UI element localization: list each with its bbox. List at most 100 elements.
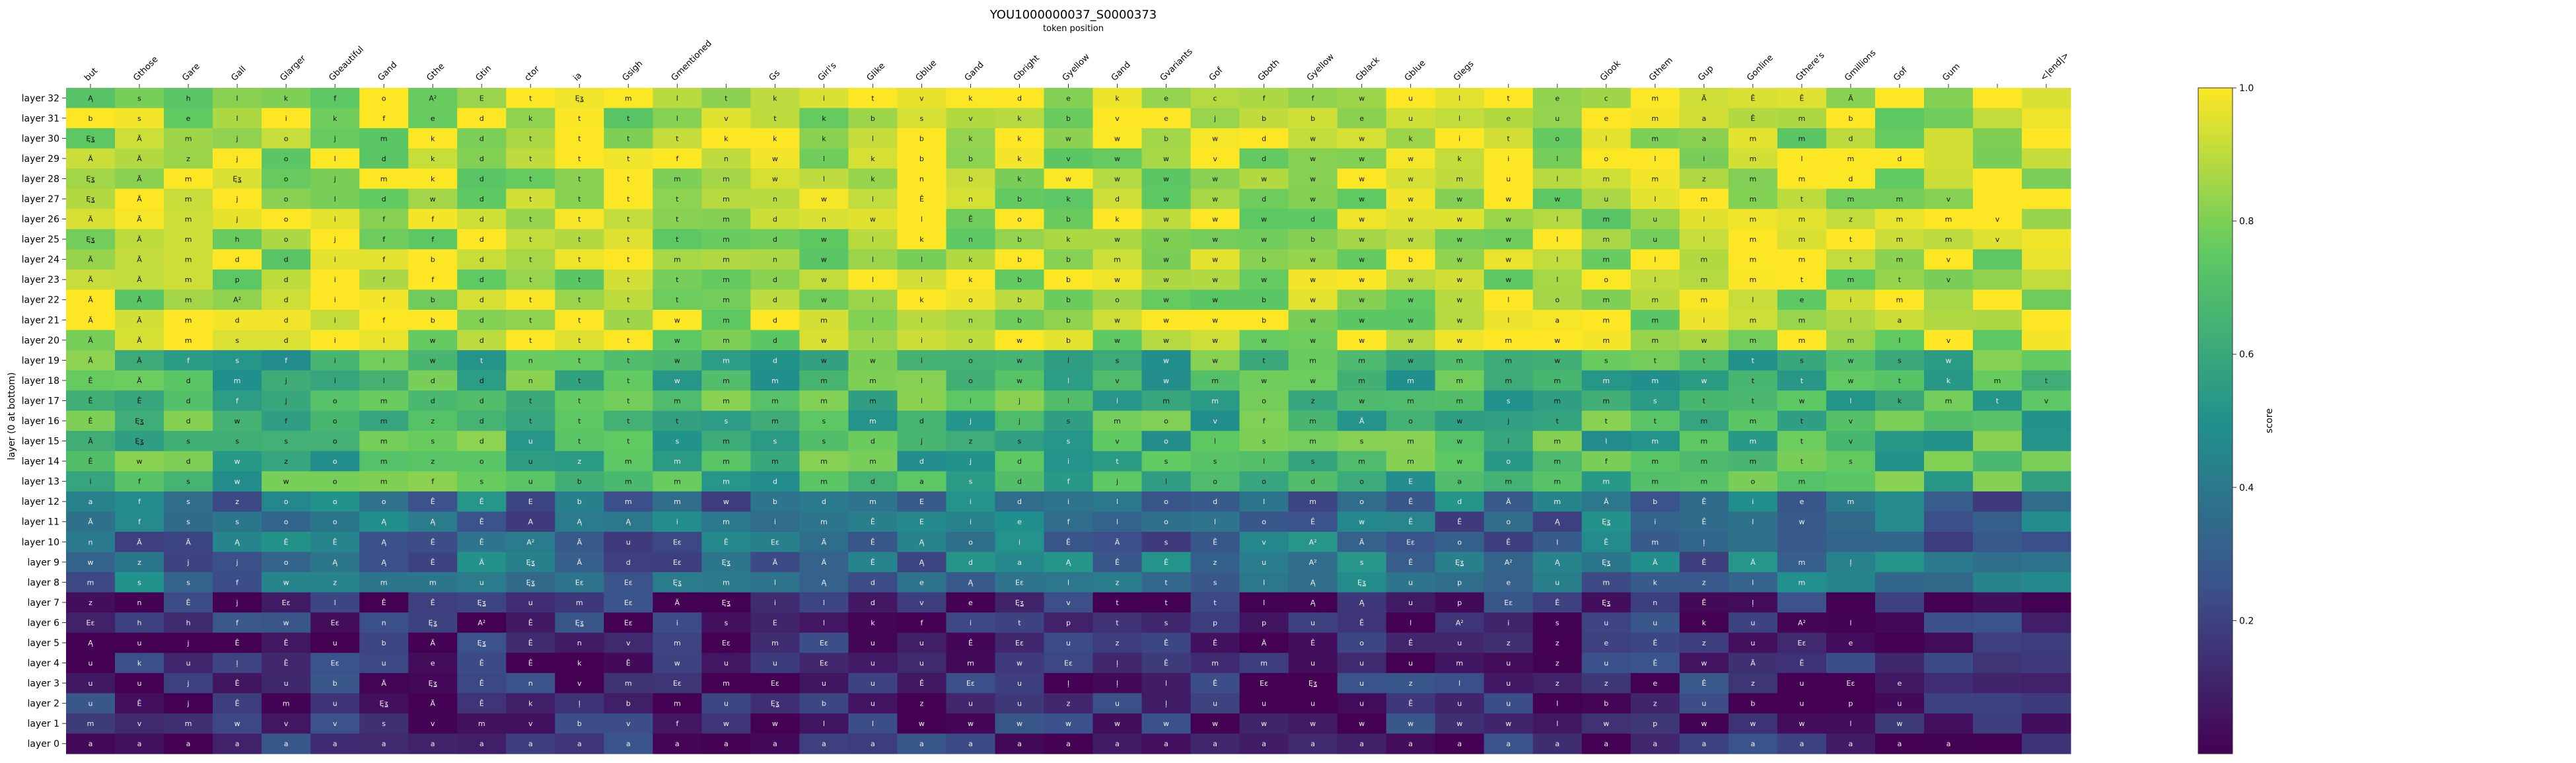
heatmap-cell bbox=[1581, 128, 1631, 149]
cell-token-label: d bbox=[919, 457, 924, 466]
heatmap-cell bbox=[115, 431, 164, 452]
cell-token-label: l bbox=[236, 94, 238, 102]
cell-token-label: d bbox=[186, 377, 191, 385]
heatmap-cell bbox=[1728, 370, 1778, 391]
cell-token-label: m bbox=[1651, 316, 1659, 324]
heatmap-cell bbox=[1288, 471, 1338, 492]
cell-token-label: w bbox=[1212, 356, 1218, 365]
cell-token-label: m bbox=[1799, 235, 1806, 244]
cell-token-label: Ęʓ bbox=[429, 679, 438, 688]
heatmap-cell bbox=[750, 188, 800, 209]
cell-token-label: w bbox=[1261, 275, 1267, 284]
heatmap-cell bbox=[1337, 350, 1387, 371]
heatmap-cell bbox=[1044, 672, 1094, 694]
heatmap-cell bbox=[1777, 370, 1827, 391]
cell-token-label: t bbox=[627, 336, 630, 345]
cell-token-label: m bbox=[1651, 377, 1659, 385]
cell-token-label: w bbox=[1017, 719, 1022, 728]
heatmap-cell bbox=[799, 88, 849, 109]
heatmap-cell bbox=[701, 88, 751, 109]
cell-token-label: Ê bbox=[1701, 558, 1706, 567]
cell-token-label: v bbox=[626, 719, 631, 728]
heatmap-cell bbox=[506, 310, 555, 331]
heatmap-cell bbox=[506, 209, 555, 230]
cell-token-label: w bbox=[1359, 719, 1365, 728]
heatmap-cell bbox=[1630, 713, 1680, 734]
cell-token-label: u bbox=[871, 700, 875, 708]
cell-token-label: w bbox=[1456, 336, 1462, 345]
cell-token-label: l bbox=[872, 719, 874, 728]
heatmap-cell bbox=[1044, 289, 1094, 310]
cell-token-label: w bbox=[1163, 195, 1169, 203]
heatmap-cell bbox=[1484, 229, 1534, 250]
heatmap-cell bbox=[506, 168, 555, 190]
cell-token-label: k bbox=[1458, 155, 1462, 163]
heatmap-cell bbox=[1337, 471, 1387, 492]
cell-token-label: m bbox=[283, 700, 290, 708]
heatmap-cell bbox=[1337, 229, 1387, 250]
cell-token-label: k bbox=[1408, 134, 1413, 143]
heatmap-cell bbox=[310, 148, 360, 169]
cell-token-label: a bbox=[1506, 740, 1511, 748]
cell-token-label: w bbox=[1065, 174, 1071, 183]
y-tick-label: layer 12 bbox=[22, 497, 59, 507]
cell-token-label: i bbox=[334, 316, 336, 324]
heatmap-cell bbox=[506, 612, 555, 634]
heatmap-cell bbox=[555, 612, 604, 634]
cell-token-label: w bbox=[1261, 336, 1267, 345]
cell-token-label: w bbox=[1359, 296, 1365, 305]
heatmap-cell bbox=[1044, 572, 1094, 593]
x-tick-label: Gs bbox=[768, 68, 783, 83]
cell-token-label: w bbox=[1456, 215, 1462, 224]
cell-token-label: m bbox=[1651, 437, 1659, 446]
heatmap-cell bbox=[604, 310, 653, 331]
cell-token-label: t bbox=[529, 215, 532, 224]
heatmap-cell bbox=[604, 249, 653, 270]
heatmap-cell bbox=[1435, 390, 1485, 412]
cell-token-label: w bbox=[674, 316, 680, 324]
cell-token-label: m bbox=[1799, 478, 1806, 486]
cell-token-label: l bbox=[1507, 316, 1509, 324]
cell-token-label: t bbox=[676, 134, 679, 143]
cell-token-label: Ä bbox=[137, 296, 142, 305]
heatmap-cell bbox=[1630, 289, 1680, 310]
cell-token-label: ļ bbox=[1165, 700, 1167, 708]
heatmap-cell bbox=[1679, 108, 1729, 129]
heatmap-cell bbox=[1288, 431, 1338, 452]
heatmap-cell bbox=[1288, 188, 1338, 209]
cell-token-label: l bbox=[1556, 719, 1558, 728]
cell-token-label: t bbox=[1801, 417, 1804, 425]
cell-token-label: m bbox=[1945, 235, 1952, 244]
cell-token-label: w bbox=[430, 195, 436, 203]
heatmap-cell bbox=[1679, 209, 1729, 230]
cell-token-label: Ê bbox=[724, 538, 729, 546]
cell-token-label: m bbox=[625, 497, 632, 506]
heatmap-cell bbox=[262, 310, 311, 331]
cell-token-label: Ê bbox=[1408, 700, 1413, 708]
cell-token-label: v bbox=[1213, 155, 1217, 163]
heatmap-cell bbox=[1044, 431, 1094, 452]
heatmap-cell bbox=[1630, 310, 1680, 331]
heatmap-cell bbox=[1875, 532, 1925, 553]
cell-token-label: z bbox=[920, 700, 924, 708]
cell-token-label: m bbox=[1799, 558, 1806, 567]
heatmap-cell bbox=[115, 229, 164, 250]
heatmap-cell bbox=[750, 330, 800, 351]
heatmap-cell bbox=[995, 148, 1044, 169]
cell-token-label: d bbox=[480, 377, 484, 385]
heatmap-cell bbox=[1777, 88, 1827, 109]
heatmap-cell bbox=[1826, 451, 1876, 472]
x-tick-label: ia bbox=[571, 71, 584, 83]
heatmap-cell bbox=[897, 168, 947, 190]
cell-token-label: f bbox=[676, 155, 679, 163]
heatmap-cell bbox=[1044, 188, 1094, 209]
cell-token-label: w bbox=[1017, 336, 1022, 345]
heatmap-cell bbox=[1630, 552, 1680, 573]
cell-token-label: t bbox=[1898, 275, 1902, 284]
heatmap-cell bbox=[1239, 532, 1289, 553]
heatmap-cell bbox=[1337, 552, 1387, 573]
cell-token-label: b bbox=[1262, 296, 1266, 305]
heatmap-cell bbox=[1288, 148, 1338, 169]
cell-token-label: t bbox=[1213, 599, 1217, 607]
heatmap-cell bbox=[799, 289, 849, 310]
